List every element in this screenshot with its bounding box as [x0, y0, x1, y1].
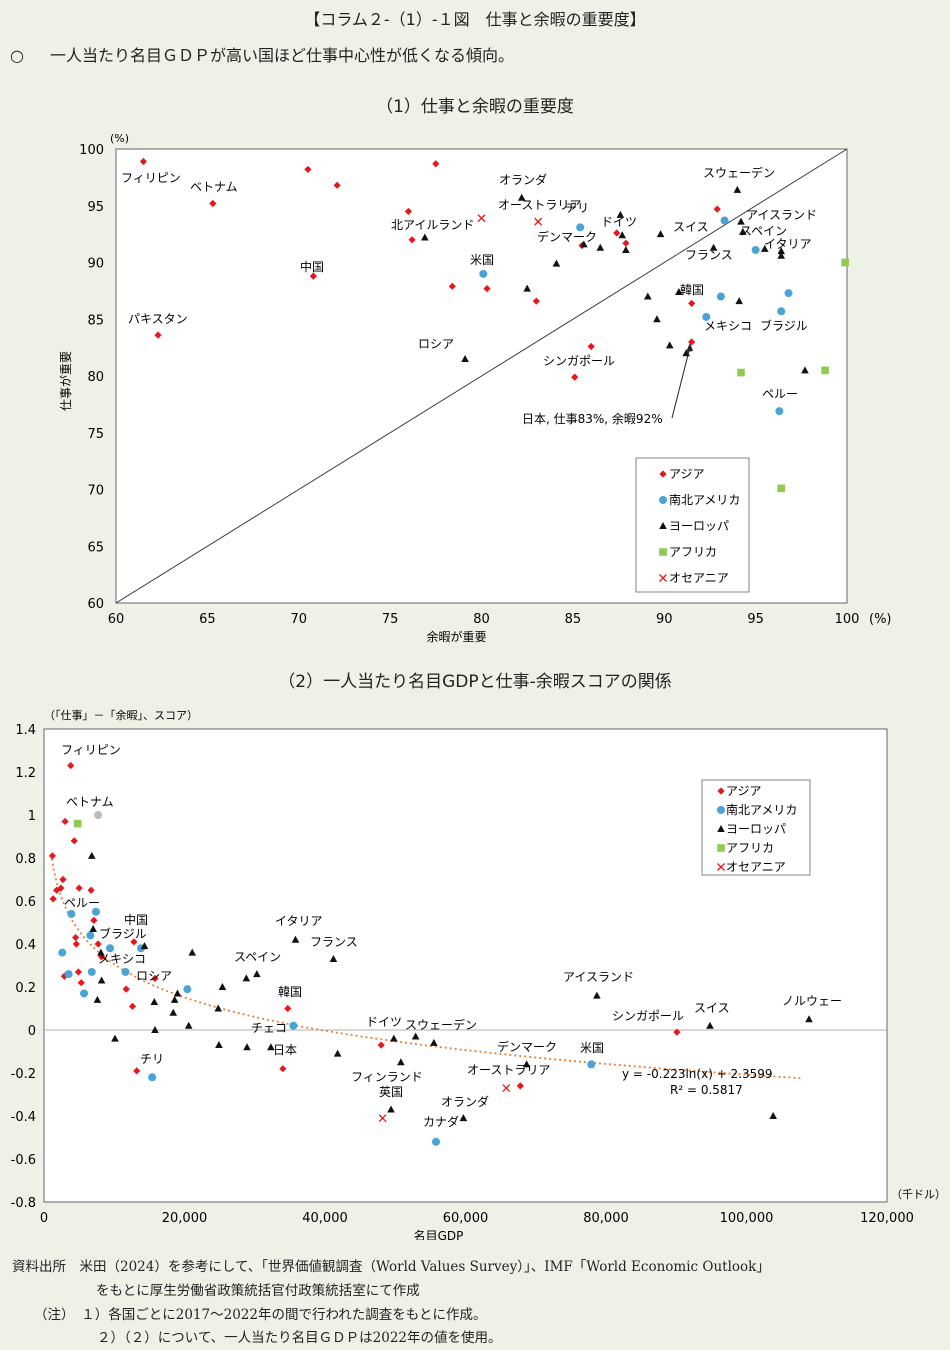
chart2-x-unit: （千ドル） — [891, 1188, 946, 1201]
chart2-country-label: デンマーク — [497, 1039, 557, 1054]
chart2-country-label: ペルー — [64, 896, 100, 910]
chart2-x-tick-label: 0 — [40, 1211, 48, 1226]
chart2-country-label: ノルウェー — [782, 994, 842, 1008]
chart2-country-label: オーストラリア — [467, 1063, 550, 1077]
chart2-country-label: 中国 — [124, 912, 148, 927]
chart2-country-label: シンガポール — [612, 1009, 684, 1023]
chart2-point — [80, 989, 88, 997]
chart2-country-label: スウェーデン — [405, 1017, 477, 1032]
chart2-country-label: カナダ — [423, 1114, 459, 1129]
chart2-country-label: チェコ — [251, 1021, 287, 1035]
chart2-point — [86, 931, 94, 939]
note-line2: ２）（２）について、一人当たり名目ＧＤＰは2022年の値を使用。 — [97, 1326, 502, 1346]
chart2-country-label: スペイン — [234, 950, 281, 964]
chart2-x-tick-label: 40,000 — [302, 1211, 348, 1226]
chart2-x-tick-label: 20,000 — [162, 1211, 208, 1226]
chart2-y-axis-label: （「仕事」－「余暇」、スコア） — [44, 708, 198, 722]
chart2-y-tick-label: 0.6 — [15, 895, 36, 910]
chart2-country-label: フィリピン — [61, 743, 121, 757]
chart2-x-tick-label: 80,000 — [583, 1211, 629, 1226]
chart2-y-tick-label: -0.2 — [11, 1067, 36, 1082]
chart2-y-tick-label: 0.8 — [15, 852, 36, 867]
chart2-r-squared: R² = 0.5817 — [670, 1083, 743, 1097]
chart2-y-tick-label: 0.4 — [15, 938, 36, 953]
chart2-country-label: ロシア — [136, 969, 172, 983]
chart2-legend-label: アジア — [726, 784, 762, 798]
chart2-y-tick-label: 1.2 — [15, 766, 36, 781]
chart2-point — [67, 910, 75, 918]
chart2-point — [289, 1022, 297, 1030]
chart2-y-tick-label: 1.4 — [15, 723, 36, 738]
chart2-country-label: メキシコ — [98, 952, 146, 966]
chart2-point — [121, 968, 129, 976]
chart2-point — [88, 968, 96, 976]
chart2-point — [65, 970, 73, 978]
chart2-y-tick-label: -0.8 — [11, 1196, 36, 1211]
chart2-y-tick-label: -0.6 — [11, 1153, 36, 1168]
chart2-x-tick-label: 100,000 — [720, 1211, 774, 1226]
chart2-country-label: オランダ — [441, 1094, 489, 1109]
chart2-country-label: 韓国 — [278, 985, 302, 999]
chart2-y-tick-label: 0.2 — [15, 981, 36, 996]
source-line2: をもとに厚生労働省政策統括官付政策統括室にて作成 — [96, 1279, 420, 1299]
chart2-country-label: フィンランド — [351, 1070, 423, 1084]
chart2-legend-label: 南北アメリカ — [726, 802, 797, 817]
chart2-country-label: ドイツ — [366, 1015, 402, 1029]
chart2-country-label: ブラジル — [99, 926, 147, 941]
chart2-x-tick-label: 120,000 — [860, 1211, 914, 1226]
chart2-x-axis-label: 名目GDP — [414, 1228, 464, 1240]
chart2-legend-label: アフリカ — [726, 841, 774, 855]
chart2-country-label: アイスランド — [563, 970, 634, 984]
chart2-country-label: スイス — [694, 1001, 730, 1015]
chart2-y-tick-label: 0 — [28, 1024, 36, 1039]
chart2-legend-label: ヨーロッパ — [726, 822, 786, 836]
chart2-legend-label: オセアニア — [726, 860, 786, 874]
chart2-point — [94, 811, 102, 819]
chart2-country-label: フランス — [310, 935, 358, 949]
chart2-legend-marker — [717, 844, 725, 852]
chart2-x-tick-label: 60,000 — [443, 1211, 489, 1226]
chart2-y-tick-label: -0.4 — [11, 1110, 36, 1125]
chart2-y-tick-label: 1 — [28, 809, 36, 824]
chart2-country-label: 米国 — [580, 1041, 604, 1055]
chart2-point — [58, 949, 66, 957]
note-line1: （注） １）各国ごとに2017～2022年の間で行われた調査をもとに作成。 — [34, 1303, 487, 1323]
chart2-country-label: 日本 — [273, 1043, 297, 1057]
chart2-scatter: 0 20,000 40,000 60,000 80,000 100,000 120,000 -… — [0, 0, 950, 1240]
chart2-legend-marker — [717, 806, 725, 814]
source-line1: 資料出所 米田（2024）を参考にして、「世界価値観調査（World Value… — [12, 1255, 770, 1275]
chart2-point — [587, 1060, 595, 1068]
chart2-equation: y = -0.223ln(x) + 2.3599 — [622, 1067, 773, 1081]
chart2-country-label: チリ — [140, 1052, 164, 1066]
chart2-point — [183, 985, 191, 993]
chart2-point — [148, 1073, 156, 1081]
chart2-country-label: イタリア — [275, 914, 323, 928]
chart2-point — [432, 1138, 440, 1146]
chart2-point — [74, 820, 82, 828]
chart2-country-label: 英国 — [379, 1085, 403, 1099]
chart2-country-label: ベトナム — [66, 795, 114, 809]
